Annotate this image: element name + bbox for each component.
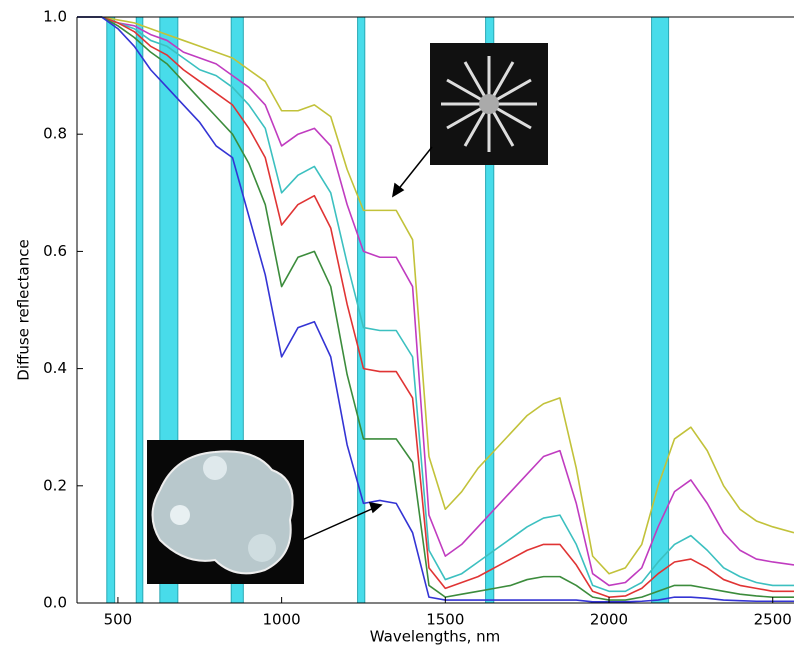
y-tick-label: 0.6 <box>43 242 67 260</box>
y-tick-label: 0.2 <box>43 476 67 494</box>
series-line <box>77 16 794 587</box>
series-line <box>77 16 794 575</box>
snowflake-photo <box>430 43 548 165</box>
x-tick-label: 2000 <box>590 611 628 629</box>
x-tick-label: 1000 <box>263 611 301 629</box>
band <box>106 16 116 604</box>
series-line <box>77 16 794 601</box>
band <box>135 16 144 604</box>
x-axis-label: Wavelengths, nm <box>370 628 500 646</box>
x-tick-label: 1500 <box>426 611 464 629</box>
x-tick-label: 500 <box>104 611 133 629</box>
y-tick-label: 1.0 <box>43 8 67 26</box>
y-tick-label: 0.4 <box>43 359 67 377</box>
y-tick-label: 0.0 <box>43 594 67 612</box>
band <box>651 16 670 604</box>
series-line <box>77 16 794 603</box>
series-line <box>77 16 794 598</box>
y-tick-label: 0.8 <box>43 125 67 143</box>
x-tick-label: 2500 <box>754 611 792 629</box>
arrows <box>301 146 433 541</box>
ice-photo <box>147 440 304 584</box>
series-line <box>77 16 794 593</box>
y-axis-label: Diffuse reflectance <box>15 239 33 380</box>
